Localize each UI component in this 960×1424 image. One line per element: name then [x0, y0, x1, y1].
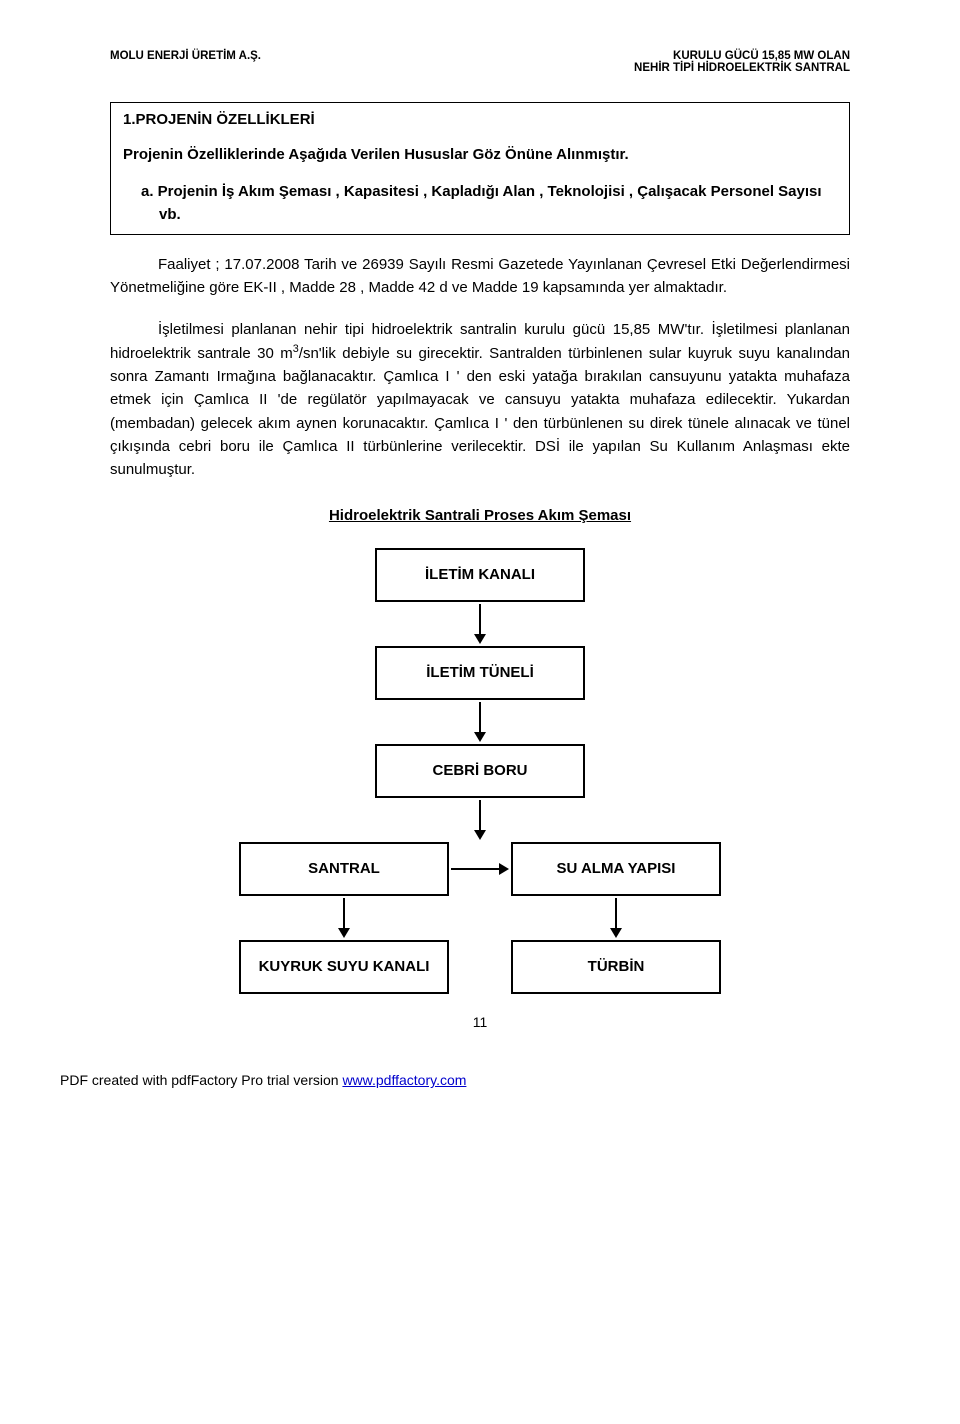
item-a: a. Projenin İş Akım Şeması , Kapasitesi … — [123, 181, 837, 226]
section-title: 1.PROJENİN ÖZELLİKLERİ — [123, 111, 837, 128]
arrow-down-3 — [464, 798, 496, 842]
flow-box-iletim-tuneli: İLETİM TÜNELİ — [375, 646, 585, 700]
arrow-down-1 — [464, 602, 496, 646]
arrow-down-2 — [464, 700, 496, 744]
flow-box-iletim-kanali: İLETİM KANALI — [375, 548, 585, 602]
paragraph-1: Faaliyet ; 17.07.2008 Tarih ve 26939 Say… — [110, 253, 850, 300]
intro-text: Projenin Özelliklerinde Aşağıda Verilen … — [123, 146, 837, 163]
diagram-title: Hidroelektrik Santrali Proses Akım Şemas… — [110, 507, 850, 524]
header-right-line1: KURULU GÜCÜ 15,85 MW OLAN — [634, 50, 850, 62]
flow-box-cebri-boru: CEBRİ BORU — [375, 744, 585, 798]
header-right-line2: NEHİR TİPİ HİDROELEKTRİK SANTRAL — [634, 62, 850, 74]
arrow-row-down-4 — [239, 896, 721, 940]
arrow-down-4a — [328, 896, 360, 940]
footer-text: PDF created with pdfFactory Pro trial ve… — [60, 1072, 342, 1088]
page-number: 11 — [110, 1014, 850, 1030]
flow-row-2: KUYRUK SUYU KANALI TÜRBİN — [239, 940, 721, 994]
flow-box-su-alma: SU ALMA YAPISI — [511, 842, 721, 896]
flow-box-santral: SANTRAL — [239, 842, 449, 896]
flow-box-turbin: TÜRBİN — [511, 940, 721, 994]
footer: PDF created with pdfFactory Pro trial ve… — [0, 1072, 960, 1088]
title-box: 1.PROJENİN ÖZELLİKLERİ Projenin Özellikl… — [110, 102, 850, 235]
page-header: MOLU ENERJİ ÜRETİM A.Ş. KURULU GÜCÜ 15,8… — [110, 50, 850, 74]
flow-row-1: SANTRAL SU ALMA YAPISI — [239, 842, 721, 896]
flowchart: İLETİM KANALI İLETİM TÜNELİ CEBRİ BORU S… — [110, 548, 850, 994]
arrow-down-4b — [600, 896, 632, 940]
header-right: KURULU GÜCÜ 15,85 MW OLAN NEHİR TİPİ HİD… — [634, 50, 850, 74]
para2-part-b: /sn'lik debiyle su girecektir. Santralde… — [110, 345, 850, 478]
paragraph-2: İşletilmesi planlanan nehir tipi hidroel… — [110, 318, 850, 482]
flow-box-kuyruk-suyu: KUYRUK SUYU KANALI — [239, 940, 449, 994]
footer-link[interactable]: www.pdffactory.com — [342, 1072, 466, 1088]
header-left: MOLU ENERJİ ÜRETİM A.Ş. — [110, 50, 261, 74]
